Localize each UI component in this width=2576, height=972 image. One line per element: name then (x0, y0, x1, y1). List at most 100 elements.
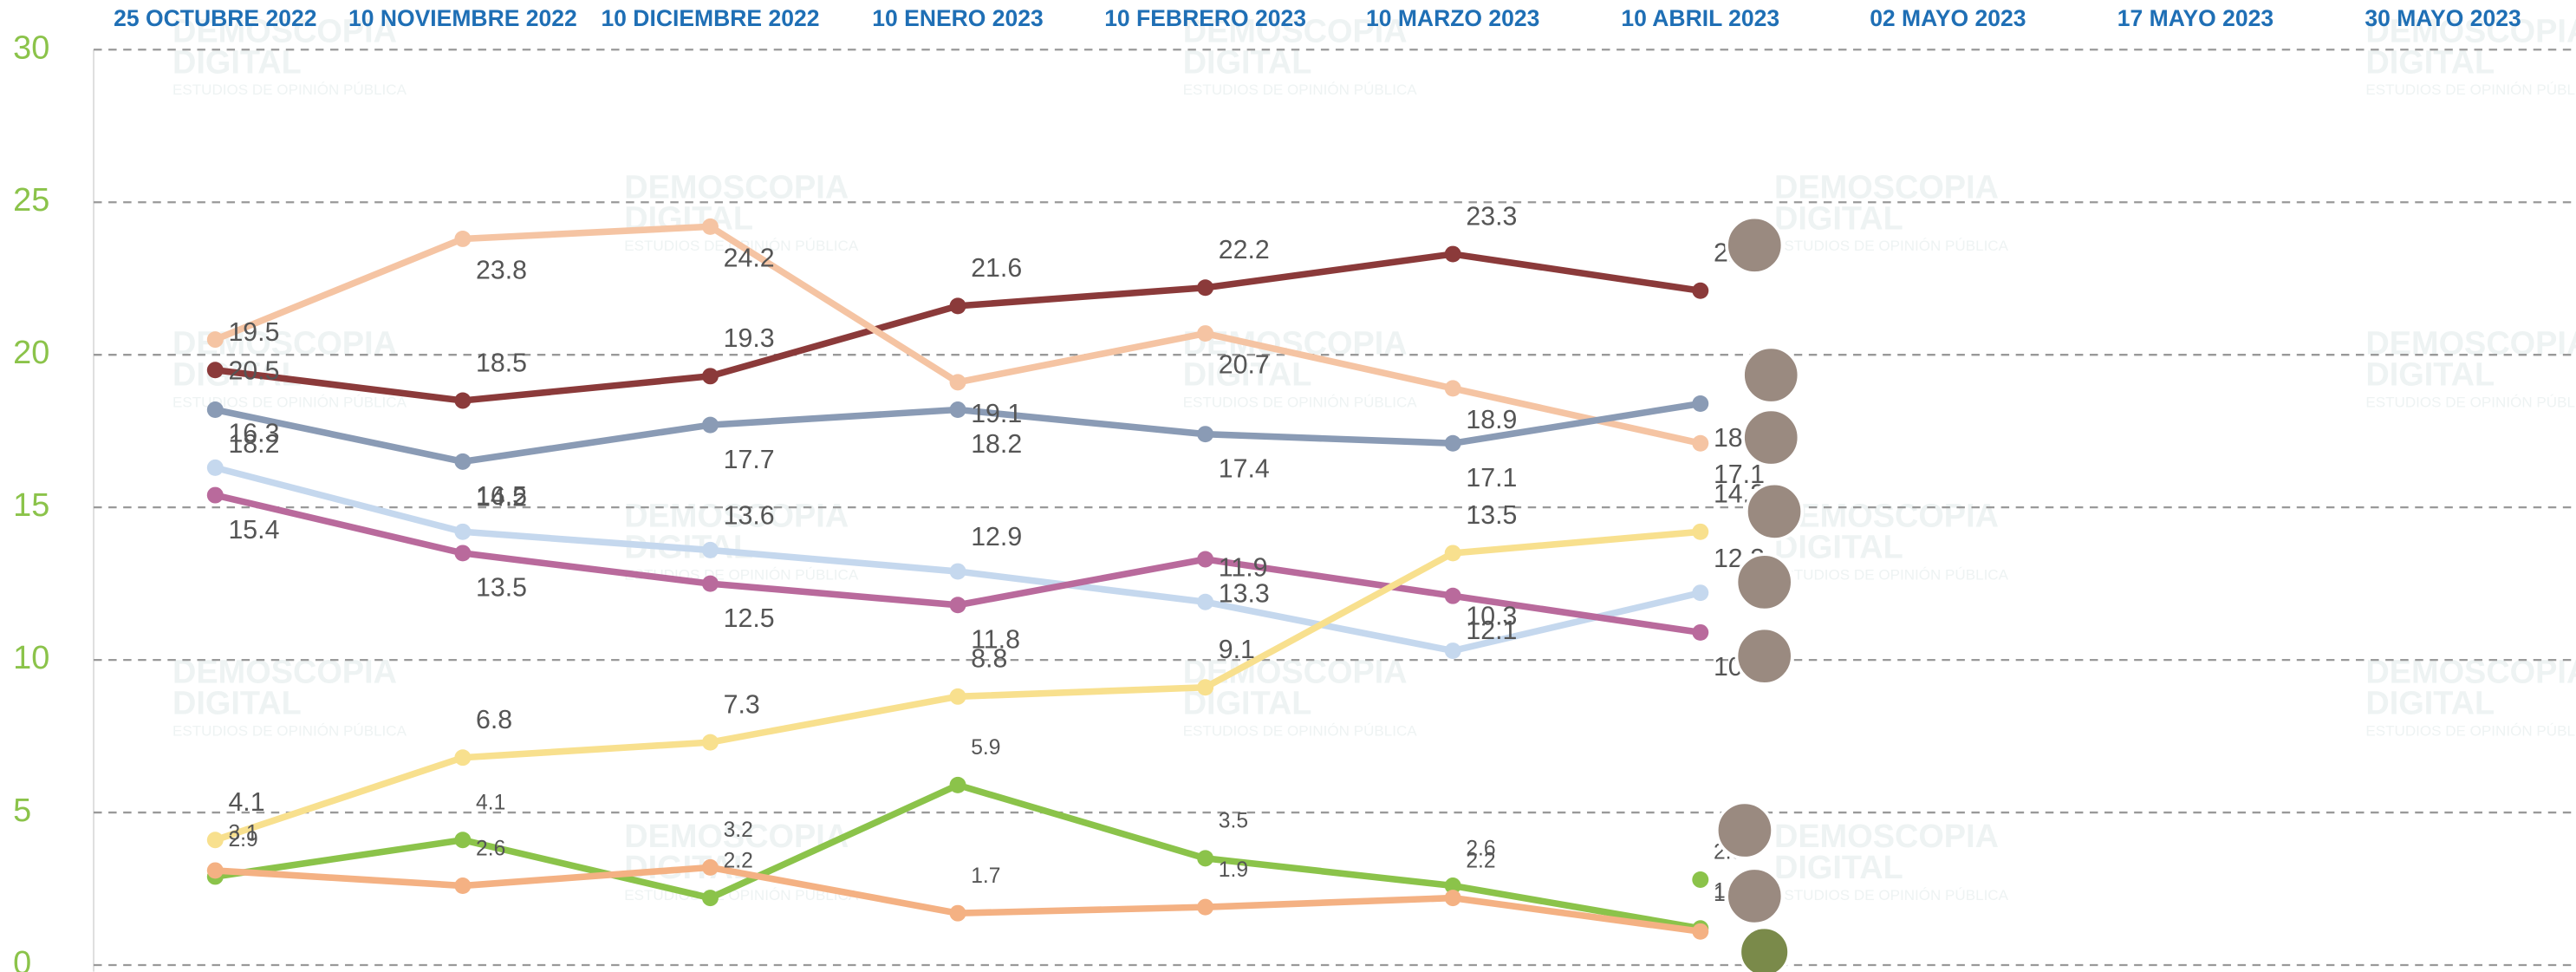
x-tick-label: 10 ENERO 2023 (872, 5, 1044, 31)
value-label: 20.7 (1219, 350, 1270, 379)
value-label: 5.9 (971, 736, 1000, 760)
value-label: 1.9 (1219, 858, 1248, 882)
value-label: 22.2 (1219, 236, 1270, 264)
value-label: 23.3 (1466, 202, 1517, 231)
point (702, 890, 719, 906)
point (950, 564, 966, 580)
watermark-tagline: ESTUDIOS DE OPINIÓN PÚBLICA (1774, 887, 2009, 904)
watermark-tagline: ESTUDIOS DE OPINIÓN PÚBLICA (2365, 394, 2576, 410)
point (454, 749, 471, 766)
y-tick-label: 5 (13, 793, 31, 829)
point (1445, 890, 1461, 906)
watermark-brand: DIGITAL (1774, 850, 1903, 886)
value-label: 4.1 (228, 788, 264, 817)
point (1445, 380, 1461, 396)
y-tick-label: 25 (13, 182, 49, 219)
point (1692, 435, 1708, 452)
point (950, 401, 966, 418)
point (1197, 551, 1213, 567)
value-label: 2.2 (1466, 849, 1495, 872)
value-label: 17.7 (724, 446, 775, 474)
point (702, 542, 719, 558)
point (207, 862, 224, 878)
y-tick-label: 10 (13, 640, 49, 676)
avatar (1717, 802, 1773, 858)
value-label: 8.8 (971, 645, 1007, 674)
point (702, 219, 719, 235)
value-label: 13.3 (1219, 580, 1270, 609)
avatar (1743, 347, 1799, 402)
watermark-tagline: ESTUDIOS DE OPINIÓN PÚBLICA (1774, 238, 2009, 254)
watermark-tagline: ESTUDIOS DE OPINIÓN PÚBLICA (1183, 394, 1418, 410)
point (207, 487, 224, 504)
x-tick-label: 10 NOVIEMBRE 2022 (348, 5, 577, 31)
value-label: 15.4 (228, 516, 279, 545)
point (454, 231, 471, 247)
point (950, 905, 966, 922)
point (1197, 594, 1213, 610)
point (950, 688, 966, 705)
point (950, 597, 966, 613)
value-label: 7.3 (724, 690, 760, 719)
avatar (1727, 868, 1782, 923)
point (1692, 871, 1708, 888)
point (1692, 283, 1708, 299)
point (207, 331, 224, 348)
value-label: 18.5 (476, 349, 527, 377)
point (1197, 426, 1213, 442)
avatar (1727, 218, 1782, 273)
x-tick-label: 25 OCTUBRE 2022 (114, 5, 316, 31)
point (950, 777, 966, 793)
avatar (1743, 409, 1799, 465)
value-label: 14.2 (476, 483, 527, 512)
avatar (1736, 628, 1792, 683)
value-label: 3.5 (1219, 810, 1248, 833)
point (207, 832, 224, 848)
point (702, 576, 719, 592)
watermark-brand: DIGITAL (2365, 356, 2495, 393)
x-tick-label: 10 ABRIL 2023 (1621, 5, 1779, 31)
value-label: 18.9 (1466, 406, 1517, 434)
background (0, 0, 2576, 971)
value-label: 16.3 (228, 419, 279, 447)
value-label: 12.5 (724, 604, 775, 633)
watermark-tagline: ESTUDIOS DE OPINIÓN PÚBLICA (2365, 82, 2576, 98)
point (454, 524, 471, 540)
watermark-tagline: ESTUDIOS DE OPINIÓN PÚBLICA (2365, 722, 2576, 739)
y-tick-label: 20 (13, 335, 49, 371)
point (1445, 588, 1461, 604)
chart: DEMOSCOPIADIGITALESTUDIOS DE OPINIÓN PÚB… (0, 0, 2576, 972)
point (1692, 923, 1708, 940)
x-tick-label: 10 FEBRERO 2023 (1104, 5, 1306, 31)
point (1197, 850, 1213, 866)
point (1445, 545, 1461, 561)
point (950, 297, 966, 314)
value-label: 19.5 (228, 318, 279, 347)
point (702, 734, 719, 751)
watermark-tagline: ESTUDIOS DE OPINIÓN PÚBLICA (1774, 566, 2009, 583)
value-label: 6.8 (476, 706, 512, 734)
point (1197, 679, 1213, 695)
watermark-tagline: ESTUDIOS DE OPINIÓN PÚBLICA (172, 82, 407, 98)
value-label: 18.2 (971, 430, 1022, 459)
value-label: 19.3 (724, 324, 775, 353)
watermark-brand: DIGITAL (172, 686, 302, 722)
point (1692, 584, 1708, 601)
value-label: 12.1 (1466, 616, 1517, 645)
x-tick-label: 10 DICIEMBRE 2022 (601, 5, 819, 31)
value-label: 20.5 (228, 357, 279, 386)
value-label: 13.6 (724, 502, 775, 531)
point (1197, 325, 1213, 342)
value-label: 12.9 (971, 523, 1022, 551)
value-label: 11.9 (1219, 553, 1268, 582)
value-label: 13.5 (476, 574, 527, 603)
value-label: 23.8 (476, 256, 527, 284)
x-tick-label: 17 MAYO 2023 (2117, 5, 2274, 31)
watermark-brand: DIGITAL (2365, 686, 2495, 722)
avatar (1736, 554, 1792, 610)
value-label: 3.1 (228, 822, 257, 845)
value-label: 4.1 (476, 792, 505, 815)
point (454, 392, 471, 408)
point (1445, 435, 1461, 452)
value-label: 1.7 (971, 864, 1000, 888)
